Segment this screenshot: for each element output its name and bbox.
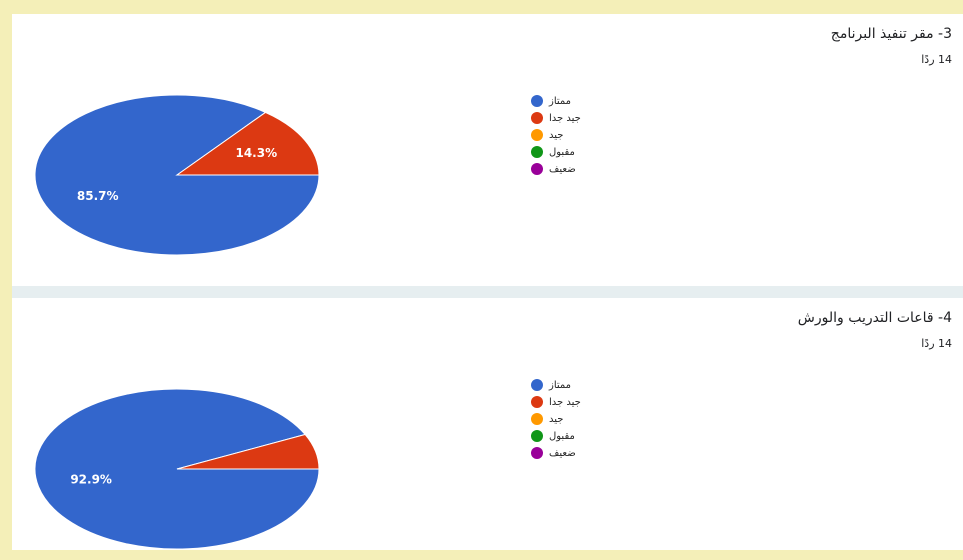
slice-label: 14.3% bbox=[235, 146, 277, 160]
legend-swatch bbox=[531, 379, 543, 391]
legend-label: مقبول bbox=[549, 147, 575, 158]
legend-swatch bbox=[531, 447, 543, 459]
separator bbox=[12, 286, 963, 298]
legend-label: جيد جدا bbox=[549, 113, 581, 124]
response-count: 14 ردًا bbox=[921, 53, 952, 66]
legend-swatch bbox=[531, 112, 543, 124]
question-title: 3- مقر تنفيذ البرنامج bbox=[831, 26, 952, 42]
legend-swatch bbox=[531, 396, 543, 408]
slice-label: 85.7% bbox=[77, 189, 119, 203]
legend-swatch bbox=[531, 430, 543, 442]
legend-label: ممتاز bbox=[548, 380, 571, 391]
legend-label: جيد bbox=[549, 130, 563, 141]
legend-swatch bbox=[531, 95, 543, 107]
legend-label: جيد جدا bbox=[549, 397, 581, 408]
legend-label: ممتاز bbox=[548, 96, 571, 107]
legend-label: ضعيف bbox=[549, 448, 576, 459]
legend-swatch bbox=[531, 413, 543, 425]
pie-slice bbox=[176, 433, 320, 470]
legend-label: ضعيف bbox=[549, 164, 576, 175]
response-count: 14 ردًا bbox=[921, 337, 952, 350]
question-title: 4- قاعات التدريب والورش bbox=[798, 310, 952, 326]
pie-slice bbox=[175, 111, 320, 176]
legend-swatch bbox=[531, 163, 543, 175]
legend-swatch bbox=[531, 146, 543, 158]
slice-label: 92.9% bbox=[70, 472, 112, 486]
legend-label: مقبول bbox=[549, 431, 575, 442]
legend-label: جيد bbox=[549, 414, 563, 425]
legend-swatch bbox=[531, 129, 543, 141]
